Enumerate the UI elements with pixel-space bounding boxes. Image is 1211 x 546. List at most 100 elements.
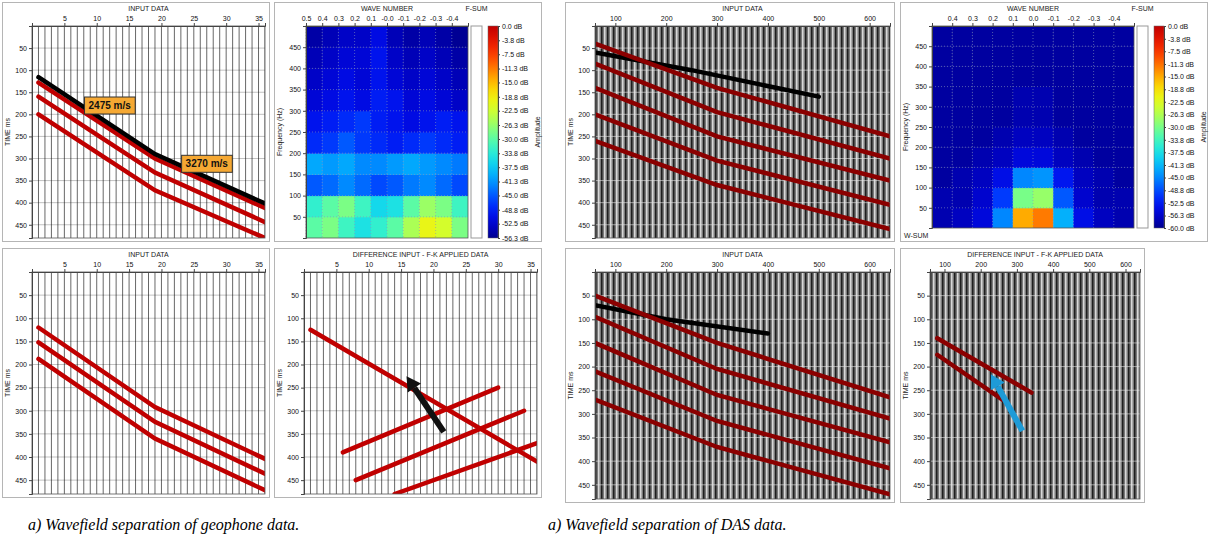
panel-title: WAVE NUMBER [1007, 5, 1059, 12]
cell [1094, 87, 1115, 108]
axis-line [29, 273, 33, 495]
plot: 510152025303550100150200250300350400450 [15, 261, 265, 495]
tick-mark [498, 238, 500, 239]
tick-mark [161, 269, 162, 272]
tick: 30 [223, 261, 231, 272]
trace [213, 272, 214, 494]
axis: 5101520253035 [33, 15, 266, 27]
tick-label: -0.1 [1048, 15, 1060, 22]
tick-label: 0.0 dB [1168, 23, 1189, 30]
annotation: 2475 m/s [85, 97, 136, 114]
tick-mark [768, 269, 769, 272]
cell [322, 132, 339, 154]
tick-mark [498, 125, 500, 126]
tick-mark [929, 107, 932, 108]
cell [371, 174, 388, 196]
grid-line [930, 484, 1140, 485]
tick-mark [303, 174, 306, 175]
tick-label: 200 [661, 15, 673, 22]
trace [394, 272, 395, 494]
tick: -41.3 dB [498, 178, 529, 185]
tick: -7.5 dB [1164, 48, 1191, 55]
cell [322, 153, 339, 175]
grid [595, 48, 890, 225]
tick-mark [1164, 165, 1166, 166]
tick-mark [29, 225, 32, 226]
tick-label: 100 [578, 67, 590, 74]
tick: 450 [915, 43, 932, 50]
tick-mark [301, 295, 304, 296]
cell [338, 68, 355, 90]
cell [452, 26, 468, 48]
cell [952, 147, 973, 168]
figure: INPUT DATATIME ms51015202530355010015020… [0, 0, 1211, 546]
tick-mark [592, 296, 595, 297]
tick: 30 [495, 261, 503, 272]
cell [1114, 87, 1134, 108]
cell [1053, 147, 1074, 168]
tick: 100 [610, 261, 622, 272]
tick-label: 0.5 [302, 15, 312, 22]
cell [1013, 87, 1034, 108]
grid [930, 296, 1140, 485]
tick: 0.0 dB [1164, 23, 1189, 30]
tick-label: 15 [126, 15, 134, 22]
cell [371, 196, 388, 218]
tick-mark [452, 23, 453, 26]
tick-mark [592, 438, 595, 439]
grid [306, 26, 468, 238]
tick-label: 150 [15, 338, 27, 345]
trace [83, 26, 84, 238]
cell [932, 46, 953, 67]
cell [371, 217, 388, 238]
cell [322, 196, 339, 218]
tick-label: 0.0 [1029, 15, 1039, 22]
axis: 50100150200250300350400450 [578, 27, 595, 239]
tick-mark [129, 23, 130, 26]
trace [310, 272, 311, 494]
tick-label: 300 [289, 108, 301, 115]
cell [1094, 147, 1115, 168]
grid-line [370, 26, 371, 238]
tick: 0.1 [366, 15, 376, 26]
tick-mark [194, 269, 195, 272]
tick: -3.8 dB [1164, 36, 1191, 43]
grid-line [306, 153, 468, 154]
panel-title: INPUT DATA [128, 5, 169, 12]
trace [524, 272, 525, 494]
axis: 100200300400500600 [596, 261, 891, 273]
tick: 250 [913, 387, 930, 394]
cell [436, 196, 453, 218]
tick-mark [498, 111, 500, 112]
trace [323, 272, 324, 494]
tick-mark [161, 23, 162, 26]
arrow-head [991, 374, 1005, 390]
grid-line [1113, 26, 1114, 228]
plot: 0.40.30.20.10.0-0.1-0.2-0.3-0.4501001502… [915, 15, 1134, 229]
trace [381, 272, 382, 494]
cell [972, 127, 993, 148]
tick: 500 [813, 261, 825, 272]
trace [517, 272, 518, 494]
cell [322, 26, 339, 48]
cell [1053, 66, 1074, 87]
cell [1114, 66, 1134, 87]
tick: 300 [578, 411, 595, 418]
tick-mark [929, 208, 932, 209]
tick-mark [419, 23, 420, 26]
cell [932, 66, 953, 87]
tick-mark [592, 485, 595, 486]
tick-mark [927, 485, 930, 486]
tick: -52.5 dB [498, 220, 529, 227]
event [595, 296, 890, 398]
tick-label: 300 [1012, 261, 1024, 268]
trace [349, 272, 350, 494]
trace [213, 26, 214, 238]
cell [338, 196, 355, 218]
tick: 25 [190, 15, 198, 26]
tick: 300 [915, 104, 932, 111]
cell [972, 66, 993, 87]
axis-line [301, 273, 305, 495]
trace [375, 272, 376, 494]
tick-label: 300 [712, 15, 724, 22]
